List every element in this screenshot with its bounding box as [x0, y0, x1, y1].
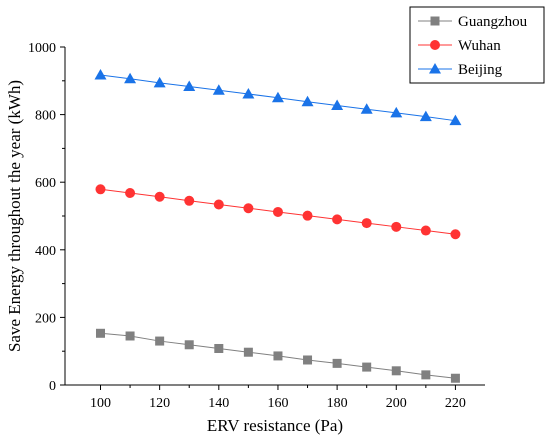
data-point-beijing [360, 103, 373, 114]
y-tick-label: 0 [49, 379, 56, 394]
x-tick-label: 160 [267, 396, 288, 411]
data-point-guangzhou [273, 351, 283, 361]
x-tick-label: 180 [327, 396, 348, 411]
legend-item-wuhan: Wuhan [418, 38, 501, 54]
x-tick-label: 220 [445, 396, 466, 411]
y-tick-label: 200 [35, 311, 56, 326]
data-point-wuhan [272, 206, 283, 217]
data-point-wuhan [243, 203, 254, 214]
data-point-guangzhou [332, 358, 342, 368]
data-point-guangzhou [303, 355, 313, 365]
y-tick-label: 400 [35, 244, 56, 259]
legend-label: Wuhan [458, 38, 501, 54]
data-point-wuhan [154, 191, 165, 202]
x-axis-ticks: 100 120 140 160 180 200 220 [90, 385, 466, 411]
y-tick-label: 1000 [28, 41, 56, 56]
data-point-wuhan [361, 218, 372, 229]
x-axis-label: ERV resistance (Pa) [207, 416, 343, 435]
legend-marker [430, 40, 440, 50]
data-point-beijing [153, 76, 166, 88]
data-point-guangzhou [450, 373, 460, 383]
x-tick-label: 200 [386, 396, 407, 411]
data-point-guangzhou [95, 328, 105, 338]
legend: Guangzhou Wuhan Beijing [409, 6, 545, 84]
legend-marker [429, 63, 441, 74]
data-point-beijing [94, 69, 107, 80]
y-tick-label: 600 [35, 176, 56, 191]
series-guangzhou [95, 328, 460, 383]
legend-item-guangzhou: Guangzhou [418, 14, 528, 30]
y-axis-ticks: 0 200 400 600 800 1000 [28, 41, 65, 394]
data-point-beijing [419, 110, 432, 122]
data-point-wuhan [95, 184, 106, 195]
y-tick-label: 800 [35, 109, 56, 124]
data-point-beijing [271, 91, 284, 103]
legend-label: Beijing [458, 62, 503, 78]
data-point-guangzhou [243, 347, 253, 357]
data-point-wuhan [450, 229, 461, 240]
data-point-guangzhou [125, 331, 135, 341]
data-point-wuhan [391, 221, 402, 232]
y-axis-label: Save Energy throughout the year (kWh) [5, 80, 24, 352]
x-tick-label: 140 [208, 396, 229, 411]
data-point-guangzhou [214, 343, 224, 353]
data-point-beijing [390, 106, 403, 118]
data-point-beijing [331, 99, 344, 110]
data-point-wuhan [420, 225, 431, 236]
x-tick-label: 120 [149, 396, 170, 411]
data-point-beijing [242, 87, 255, 99]
data-point-wuhan [213, 199, 224, 210]
data-point-beijing [124, 72, 137, 84]
data-point-guangzhou [184, 340, 194, 350]
legend-marker [430, 16, 440, 26]
data-point-guangzhou [362, 362, 372, 372]
data-point-wuhan [302, 210, 313, 221]
data-point-guangzhou [421, 370, 431, 380]
legend-item-beijing: Beijing [418, 62, 503, 78]
data-point-wuhan [332, 214, 343, 225]
data-point-guangzhou [155, 336, 165, 346]
series-wuhan [95, 184, 461, 240]
data-point-beijing [212, 84, 225, 95]
legend-label: Guangzhou [458, 14, 528, 30]
data-point-wuhan [184, 195, 195, 206]
data-point-beijing [183, 80, 196, 92]
data-point-wuhan [125, 188, 136, 199]
data-point-guangzhou [391, 366, 401, 376]
series-layer [94, 69, 462, 383]
data-point-beijing [301, 95, 314, 107]
series-beijing [94, 69, 462, 126]
x-tick-label: 100 [90, 396, 111, 411]
data-point-beijing [449, 114, 462, 126]
